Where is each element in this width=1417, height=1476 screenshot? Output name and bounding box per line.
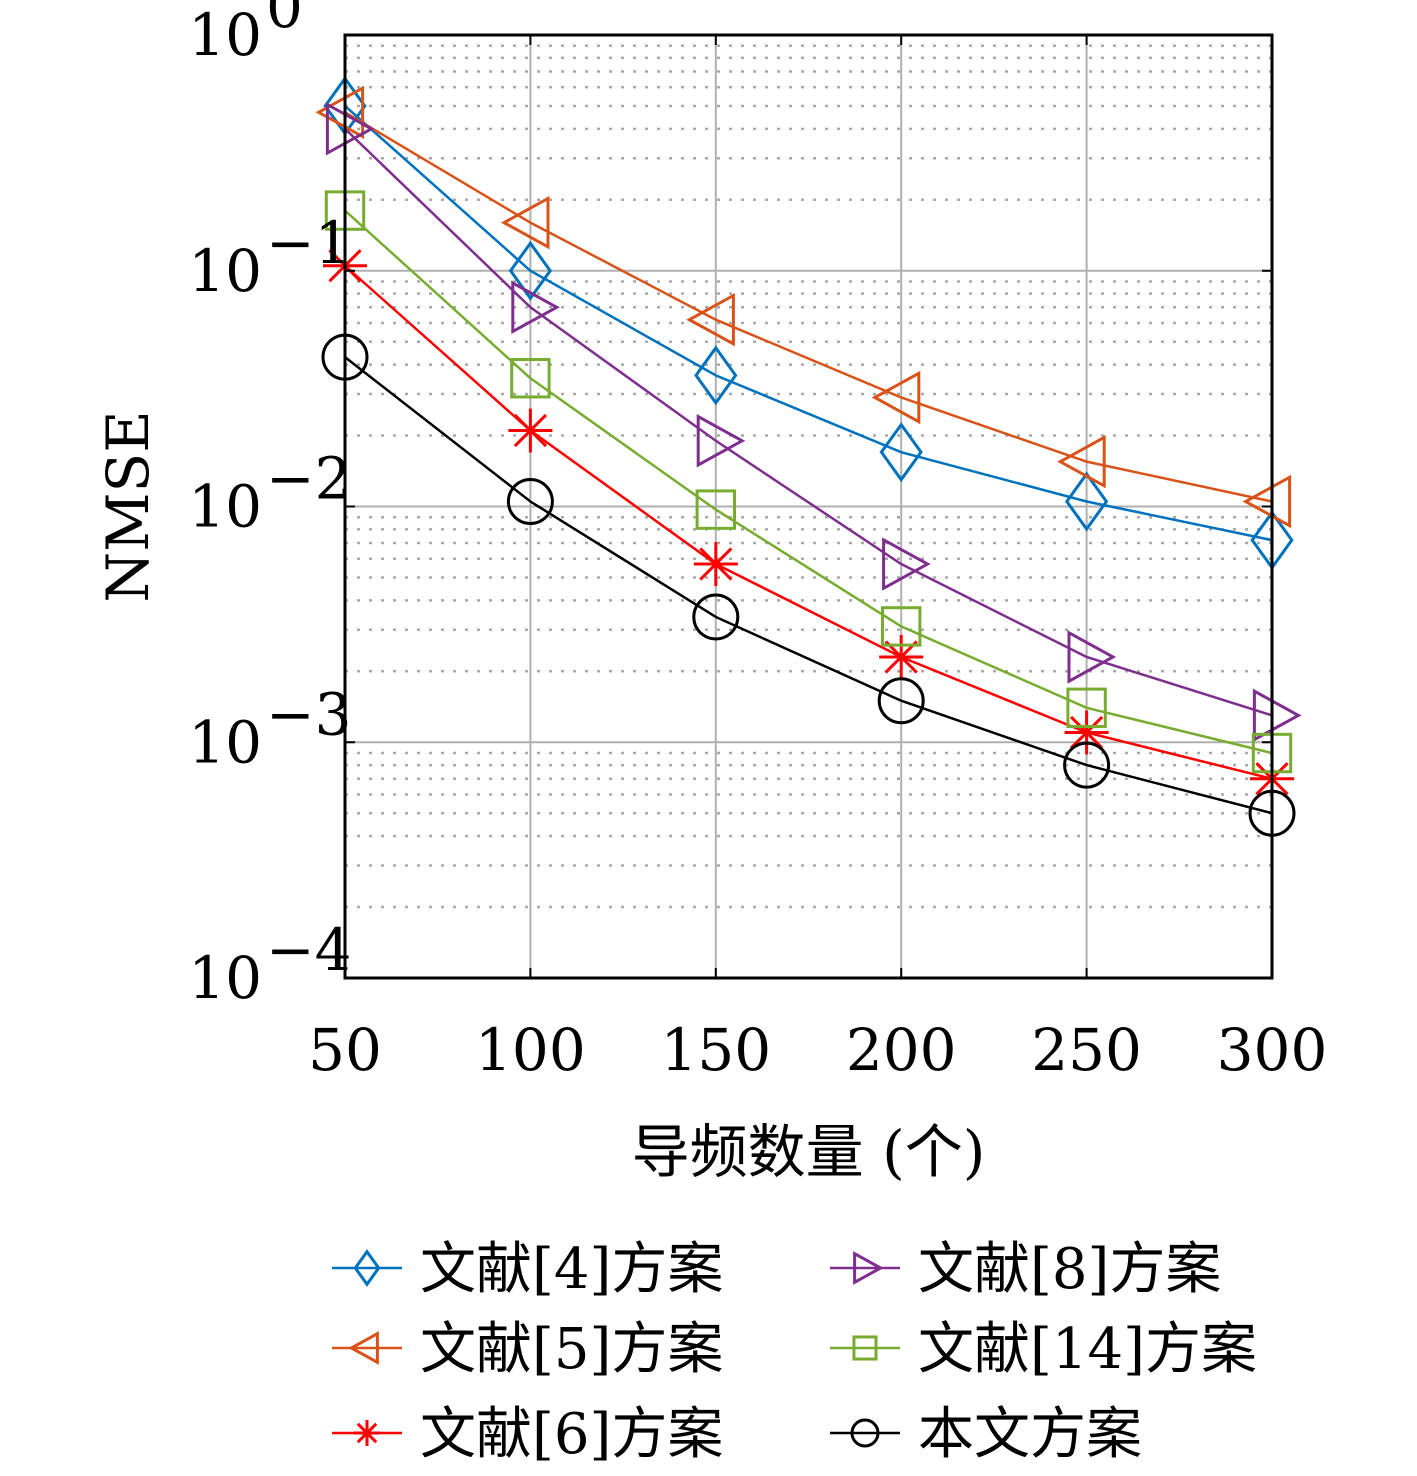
legend-item: 本文方案	[830, 1402, 1142, 1467]
legend-marker	[348, 1331, 379, 1365]
grid	[344, 35, 1273, 979]
data-point	[1057, 434, 1106, 489]
legend-marker	[354, 1420, 380, 1446]
x-axis-label: 导频数量 (个)	[632, 1118, 986, 1186]
data-point	[1242, 474, 1292, 529]
y-tick-exponent: −2	[266, 445, 352, 513]
x-tick-label: 300	[1217, 1016, 1328, 1084]
data-point	[1252, 688, 1302, 743]
data-point	[325, 102, 375, 156]
legend-marker	[353, 1249, 381, 1287]
data-point	[879, 422, 923, 483]
legend-label: 本文方案	[918, 1402, 1142, 1467]
data-point	[694, 345, 738, 406]
series-group	[315, 75, 1302, 837]
y-tick-label: 10	[188, 708, 262, 776]
y-tick-exponent: 0	[266, 0, 303, 41]
data-point	[1067, 630, 1117, 684]
data-point	[871, 370, 921, 425]
x-tick-label: 200	[846, 1016, 957, 1084]
data-point	[315, 85, 365, 140]
data-point	[881, 606, 922, 647]
series-asterisk	[323, 243, 1294, 801]
y-tick-exponent: −1	[266, 209, 352, 277]
series-square	[324, 190, 1293, 774]
data-point	[1066, 687, 1107, 729]
data-point	[879, 634, 924, 679]
data-point	[692, 593, 740, 641]
series-line	[344, 111, 1273, 503]
series-line	[344, 127, 1273, 717]
series-circle	[321, 333, 1296, 837]
data-point	[686, 292, 735, 347]
legend-label: 文献[6]方案	[420, 1402, 723, 1467]
legend-label: 文献[4]方案	[420, 1237, 723, 1302]
y-axis-label: NMSE	[94, 410, 162, 602]
data-point	[506, 478, 554, 526]
legend-label: 文献[5]方案	[420, 1317, 723, 1382]
x-tick-label: 100	[475, 1016, 586, 1084]
data-point	[882, 537, 931, 591]
y-tick-label: 10	[188, 944, 262, 1012]
legend-item: 文献[4]方案	[332, 1237, 723, 1302]
legend-label: 文献[14]方案	[918, 1317, 1257, 1382]
data-point	[695, 489, 736, 530]
data-point	[696, 414, 746, 468]
x-tick-label: 250	[1031, 1016, 1142, 1084]
y-tick-label: 10	[188, 473, 262, 541]
series-line	[344, 264, 1273, 780]
data-point	[510, 358, 551, 399]
y-tick-label: 10	[188, 1, 262, 69]
y-tick-label: 10	[188, 237, 262, 305]
data-point	[693, 542, 738, 587]
legend-item: 文献[8]方案	[830, 1237, 1221, 1302]
legend-label: 文献[8]方案	[918, 1237, 1221, 1302]
data-point	[508, 408, 553, 453]
legend-item: 文献[14]方案	[830, 1317, 1257, 1382]
x-tick-label: 50	[308, 1016, 382, 1084]
y-tick-exponent: −3	[266, 680, 352, 748]
series-line	[344, 356, 1273, 815]
data-point	[1063, 741, 1111, 789]
data-point	[877, 677, 925, 725]
series-triangle-left	[315, 85, 1292, 529]
data-point	[511, 280, 560, 335]
x-tick-label: 150	[660, 1016, 771, 1084]
legend-marker	[850, 1418, 880, 1448]
data-point	[1064, 471, 1109, 532]
legend-item: 文献[5]方案	[332, 1317, 723, 1382]
data-point	[508, 240, 553, 301]
series-line	[344, 209, 1273, 755]
legend-marker	[852, 1335, 878, 1361]
legend-item: 文献[6]方案	[332, 1402, 723, 1467]
series-line	[344, 105, 1273, 542]
series-triangle-right	[325, 102, 1302, 743]
data-point	[1064, 710, 1109, 755]
data-point	[500, 195, 550, 250]
legend-marker	[853, 1251, 884, 1285]
y-tick-exponent: −4	[266, 916, 352, 984]
